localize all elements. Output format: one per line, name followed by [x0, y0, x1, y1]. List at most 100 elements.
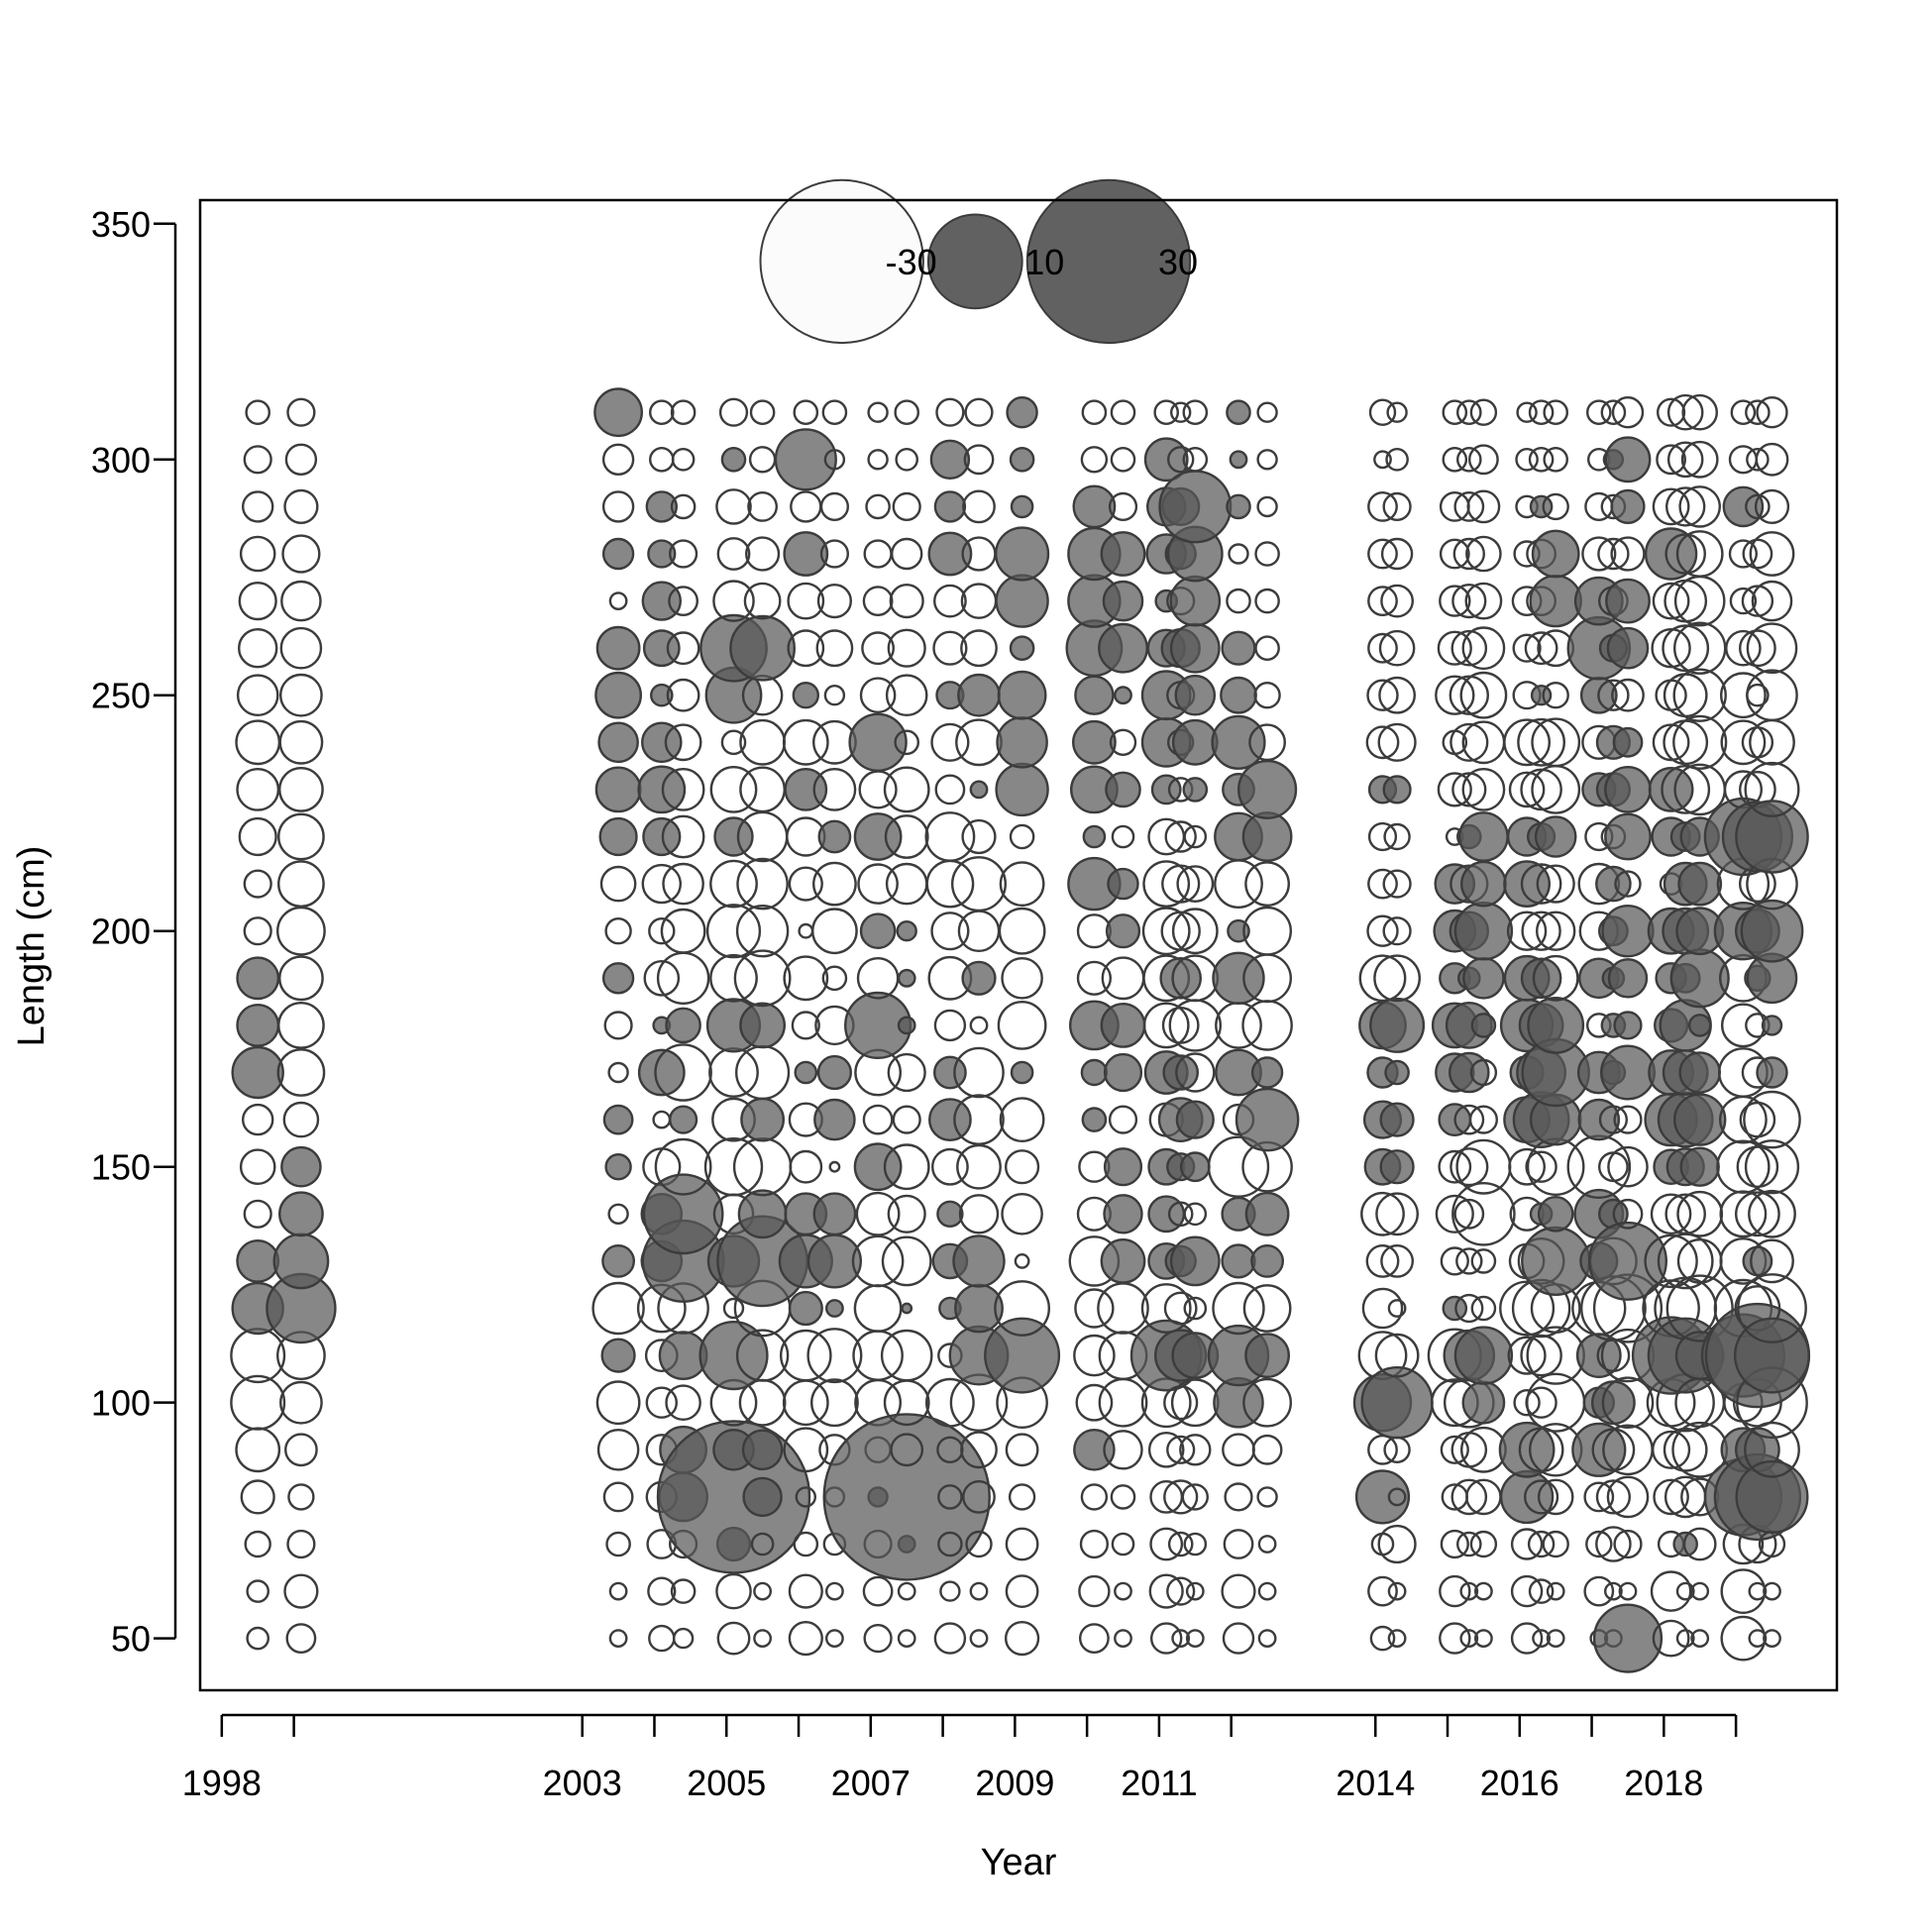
bubble — [1439, 1622, 1471, 1655]
bubble — [608, 591, 628, 610]
bubble — [960, 1431, 998, 1469]
bubble — [880, 1329, 933, 1382]
bubble — [1606, 1475, 1650, 1519]
bubble — [1080, 1483, 1109, 1511]
bubble — [739, 766, 786, 813]
bubble — [1744, 1139, 1800, 1195]
bubble — [1459, 1629, 1479, 1649]
bubble — [1755, 442, 1789, 477]
x-tick-label: 2011 — [1121, 1763, 1197, 1803]
bubble — [936, 1200, 964, 1229]
bubble — [1470, 1248, 1497, 1274]
bubble — [853, 1284, 903, 1333]
bubble — [1677, 861, 1723, 907]
bubble — [994, 1280, 1050, 1337]
bubble — [1256, 1486, 1278, 1508]
bubble — [1606, 626, 1650, 670]
bubble — [1367, 868, 1398, 900]
bubble — [1613, 1011, 1643, 1040]
bubble — [668, 539, 698, 569]
bubble — [1675, 1629, 1695, 1649]
bubble — [1585, 1530, 1613, 1558]
bubble — [709, 953, 758, 1003]
bubble — [1679, 1146, 1720, 1187]
bubble — [1598, 1151, 1629, 1183]
bubble — [1369, 997, 1426, 1053]
bubble — [1449, 1147, 1489, 1187]
bubble — [1010, 1060, 1034, 1085]
bubble — [1438, 1149, 1472, 1184]
bubble — [861, 631, 895, 666]
bubble — [738, 1378, 787, 1427]
bubble — [934, 774, 966, 805]
bubble — [708, 1047, 759, 1098]
bubble — [1072, 484, 1117, 529]
bubble — [662, 862, 704, 906]
bubble — [672, 1627, 695, 1650]
x-tick-label: 2003 — [543, 1763, 622, 1803]
bubble — [1236, 759, 1298, 819]
bubble — [823, 685, 846, 706]
bubble — [1380, 1244, 1415, 1278]
bubble — [1367, 632, 1398, 664]
bubble — [1384, 1059, 1410, 1086]
bubble — [739, 718, 786, 766]
bubble — [1656, 397, 1686, 427]
bubble — [1387, 1299, 1407, 1318]
bubble — [1153, 399, 1179, 426]
bubble — [1744, 1421, 1800, 1478]
bubble — [1147, 1432, 1185, 1468]
bubble — [1222, 1622, 1255, 1655]
bubble — [1531, 717, 1581, 768]
bubble — [812, 1192, 857, 1236]
bubble — [1661, 765, 1711, 814]
bubble — [1461, 768, 1506, 811]
bubble — [236, 674, 279, 717]
bubble — [1652, 582, 1690, 620]
bubble — [1763, 1629, 1781, 1649]
bubble — [1378, 629, 1416, 667]
bubble — [1111, 1532, 1135, 1556]
bubble — [881, 1235, 932, 1287]
bubble — [242, 1103, 274, 1136]
bubble — [1499, 1280, 1556, 1337]
bubble — [782, 1379, 829, 1427]
bubble — [933, 490, 967, 523]
bubble — [788, 1290, 823, 1327]
bubble — [1383, 822, 1411, 851]
bubble — [1111, 824, 1135, 849]
bubble — [960, 629, 998, 668]
bubble — [1607, 1145, 1649, 1188]
bubble — [1526, 1326, 1585, 1385]
bubble — [286, 397, 316, 427]
bubble — [1242, 906, 1293, 956]
bubble — [887, 1194, 926, 1234]
bubble — [1455, 1138, 1512, 1195]
bubble — [1234, 1087, 1300, 1152]
bubble — [670, 399, 697, 426]
bubble — [896, 920, 917, 942]
bubble — [1527, 1530, 1556, 1558]
bubble — [1498, 1421, 1556, 1478]
bubble — [822, 1413, 991, 1581]
bubble — [1080, 446, 1109, 474]
bubble — [601, 962, 635, 995]
bubble — [1644, 1234, 1698, 1289]
bubble — [665, 1384, 701, 1421]
bubble — [1379, 1149, 1415, 1185]
bubble — [591, 1281, 645, 1336]
bubble — [1223, 1529, 1254, 1559]
bubble — [1468, 444, 1499, 476]
bubble — [1456, 399, 1482, 426]
bubble — [1469, 1058, 1498, 1087]
bubble — [668, 586, 698, 616]
bubble — [892, 491, 921, 521]
bubble — [1537, 1478, 1574, 1516]
bubble — [276, 860, 325, 908]
bubble — [1690, 1581, 1710, 1601]
bubble — [930, 912, 970, 951]
bubble — [897, 968, 916, 988]
bubble — [1220, 676, 1257, 714]
bubble — [794, 1060, 818, 1085]
bubble — [1440, 1246, 1469, 1276]
